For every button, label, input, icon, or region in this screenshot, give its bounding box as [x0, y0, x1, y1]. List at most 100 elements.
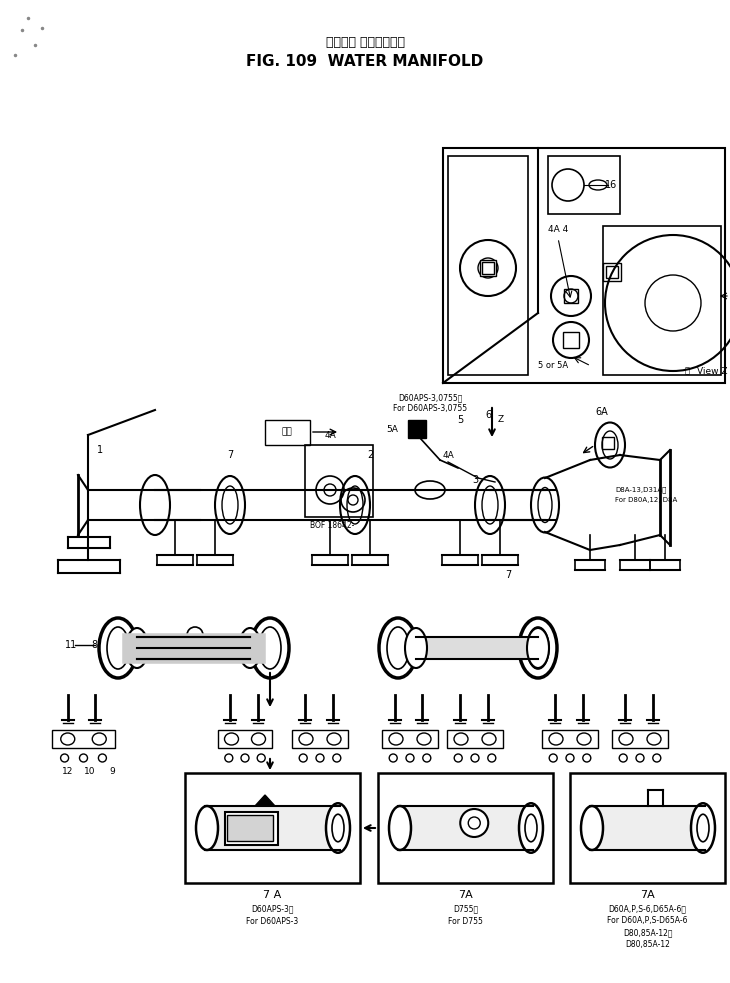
- Ellipse shape: [619, 733, 633, 745]
- Ellipse shape: [225, 733, 239, 745]
- Text: 6A: 6A: [595, 407, 608, 417]
- Text: 12: 12: [62, 768, 74, 777]
- Text: 7A: 7A: [458, 890, 473, 900]
- Ellipse shape: [299, 733, 313, 745]
- Text: 6: 6: [485, 410, 491, 420]
- Ellipse shape: [347, 486, 363, 524]
- Text: 7 A: 7 A: [264, 890, 282, 900]
- Ellipse shape: [482, 733, 496, 745]
- Bar: [305, 445, 373, 517]
- Text: 9: 9: [109, 768, 115, 777]
- Text: 2: 2: [367, 450, 373, 460]
- Ellipse shape: [519, 803, 543, 852]
- Text: 5A: 5A: [386, 426, 398, 434]
- Text: D755用: D755用: [453, 904, 478, 913]
- Text: 3: 3: [472, 475, 478, 485]
- Text: For D755: For D755: [448, 916, 483, 926]
- Bar: [448, 156, 528, 375]
- Text: BOF 18642-: BOF 18642-: [310, 521, 354, 530]
- Bar: [443, 148, 725, 383]
- Bar: [564, 289, 578, 303]
- Text: 7: 7: [505, 570, 511, 580]
- Text: 4A: 4A: [442, 450, 454, 459]
- Ellipse shape: [482, 486, 498, 524]
- Polygon shape: [255, 795, 275, 806]
- Bar: [408, 420, 426, 438]
- Ellipse shape: [527, 627, 549, 669]
- Ellipse shape: [417, 733, 431, 745]
- Bar: [603, 263, 621, 281]
- Bar: [548, 156, 620, 214]
- Ellipse shape: [581, 806, 603, 850]
- Bar: [265, 420, 310, 445]
- Ellipse shape: [92, 733, 107, 745]
- Ellipse shape: [389, 806, 411, 850]
- Text: D80,85A-12用: D80,85A-12用: [623, 929, 672, 938]
- Circle shape: [460, 809, 488, 837]
- Bar: [227, 815, 272, 841]
- Text: 11: 11: [65, 640, 77, 650]
- Text: 前矢: 前矢: [282, 428, 293, 436]
- Text: 5 or 5A: 5 or 5A: [538, 362, 568, 371]
- Ellipse shape: [577, 733, 591, 745]
- Bar: [137, 637, 250, 659]
- Text: 16: 16: [605, 180, 617, 190]
- Text: Z: Z: [498, 416, 504, 425]
- Bar: [52, 730, 115, 748]
- Bar: [205, 806, 340, 850]
- Bar: [447, 730, 503, 748]
- Text: View Z: View Z: [697, 367, 728, 376]
- Ellipse shape: [387, 627, 409, 669]
- Bar: [542, 730, 598, 748]
- Text: D8A-13,D31A用: D8A-13,D31A用: [615, 487, 666, 493]
- Text: D80,85A-12: D80,85A-12: [625, 941, 670, 950]
- Bar: [185, 773, 360, 883]
- Ellipse shape: [327, 733, 341, 745]
- Ellipse shape: [405, 628, 427, 668]
- Text: 5: 5: [457, 415, 463, 425]
- Ellipse shape: [259, 627, 281, 669]
- Ellipse shape: [326, 803, 350, 852]
- Ellipse shape: [647, 733, 661, 745]
- Text: For D60APS-3,0755: For D60APS-3,0755: [393, 403, 467, 413]
- Ellipse shape: [107, 627, 129, 669]
- Ellipse shape: [454, 733, 468, 745]
- Text: 7A: 7A: [640, 890, 655, 900]
- Bar: [218, 730, 272, 748]
- Ellipse shape: [239, 628, 261, 668]
- Ellipse shape: [222, 486, 238, 524]
- Bar: [378, 773, 553, 883]
- Bar: [612, 730, 668, 748]
- Bar: [606, 266, 618, 278]
- Bar: [603, 226, 721, 375]
- Text: For D60APS-3: For D60APS-3: [247, 916, 299, 926]
- Ellipse shape: [389, 733, 403, 745]
- Text: ウォータ マニホールド: ウォータ マニホールド: [326, 35, 404, 48]
- Ellipse shape: [252, 733, 266, 745]
- Text: 矢: 矢: [685, 367, 690, 376]
- Bar: [563, 332, 579, 348]
- Bar: [382, 730, 438, 748]
- Ellipse shape: [196, 806, 218, 850]
- Text: 7: 7: [227, 450, 233, 460]
- Bar: [225, 812, 277, 844]
- Ellipse shape: [691, 803, 715, 852]
- Bar: [292, 730, 348, 748]
- Bar: [480, 260, 496, 276]
- Text: 4A: 4A: [324, 431, 336, 439]
- Bar: [398, 806, 533, 850]
- Bar: [416, 637, 538, 659]
- Ellipse shape: [527, 628, 549, 668]
- Text: For D80A,12, D8A: For D80A,12, D8A: [615, 497, 677, 503]
- Text: FIG. 109  WATER MANIFOLD: FIG. 109 WATER MANIFOLD: [247, 54, 483, 70]
- Text: For D60A,P,S-D65A-6: For D60A,P,S-D65A-6: [607, 916, 688, 926]
- Text: D60A,P,S-6,D65A-6用: D60A,P,S-6,D65A-6用: [609, 904, 686, 913]
- Text: 8: 8: [91, 640, 97, 650]
- Ellipse shape: [126, 628, 148, 668]
- Bar: [590, 806, 705, 850]
- Bar: [482, 262, 494, 274]
- Ellipse shape: [61, 733, 74, 745]
- Bar: [602, 437, 614, 449]
- Ellipse shape: [549, 733, 563, 745]
- Text: D60APS-3,0755用: D60APS-3,0755用: [398, 393, 462, 402]
